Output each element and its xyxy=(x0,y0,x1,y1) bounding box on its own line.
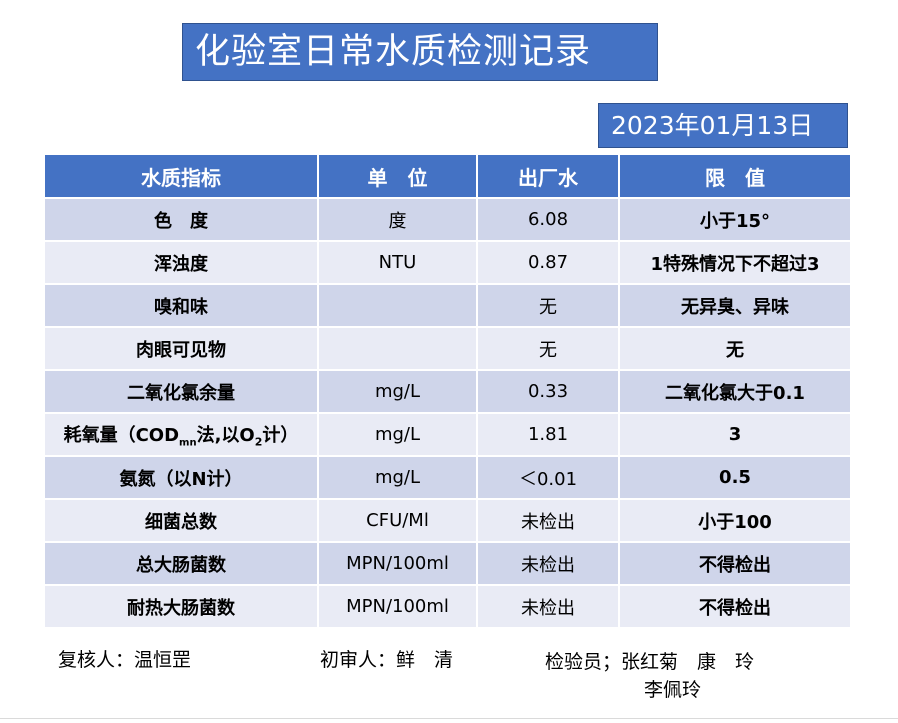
indicator-limit: 无 xyxy=(618,326,852,371)
table-row: 耗氧量（CODmn法,以O2计） mg/L 1.81 3 xyxy=(43,412,852,457)
indicator-name: 耐热大肠菌数 xyxy=(43,584,319,629)
header-outlet-water: 出厂水 xyxy=(476,153,620,199)
indicator-name: 细菌总数 xyxy=(43,498,319,543)
table-row: 氨氮（以N计） mg/L ＜0.01 0.5 xyxy=(43,455,852,500)
indicator-unit: 度 xyxy=(317,197,478,242)
indicator-value: 未检出 xyxy=(476,541,620,586)
indicator-unit: CFU/Ml xyxy=(317,498,478,543)
header-indicator: 水质指标 xyxy=(43,153,319,199)
table-header-row: 水质指标 单 位 出厂水 限 值 xyxy=(43,153,852,199)
indicator-value: 无 xyxy=(476,326,620,371)
table-row: 总大肠菌数 MPN/100ml 未检出 不得检出 xyxy=(43,541,852,586)
table-row: 肉眼可见物 无 无 xyxy=(43,326,852,371)
indicator-unit: MPN/100ml xyxy=(317,541,478,586)
record-date: 2023年01月13日 xyxy=(598,103,848,148)
indicator-name: 二氧化氯余量 xyxy=(43,369,319,414)
indicator-limit: 1特殊情况下不超过3 xyxy=(618,240,852,285)
indicator-limit: 小于100 xyxy=(618,498,852,543)
page-title: 化验室日常水质检测记录 xyxy=(182,23,658,81)
indicator-name-subscript-mn: mn xyxy=(179,437,197,449)
indicator-limit: 小于15° xyxy=(618,197,852,242)
indicator-limit: 无异臭、异味 xyxy=(618,283,852,328)
indicator-limit: 3 xyxy=(618,412,852,457)
indicator-name: 色 度 xyxy=(43,197,319,242)
indicator-value: ＜0.01 xyxy=(476,455,620,500)
indicator-value: 0.87 xyxy=(476,240,620,285)
table-row: 色 度 度 6.08 小于15° xyxy=(43,197,852,242)
indicator-value: 无 xyxy=(476,283,620,328)
bottom-divider xyxy=(0,718,898,719)
indicator-name: 浑浊度 xyxy=(43,240,319,285)
indicator-limit: 二氧化氯大于0.1 xyxy=(618,369,852,414)
table-row: 细菌总数 CFU/Ml 未检出 小于100 xyxy=(43,498,852,543)
preliminary-reviewer-signature: 初审人：鲜 清 xyxy=(320,649,454,671)
indicator-name-prefix: 耗氧量（COD xyxy=(63,424,180,446)
indicator-name: 耗氧量（CODmn法,以O2计） xyxy=(43,412,319,457)
indicator-name-middle: 法,以O xyxy=(196,424,255,446)
indicator-unit: mg/L xyxy=(317,455,478,500)
reviewer-signature: 复核人：温恒罡 xyxy=(58,649,192,671)
table-row: 耐热大肠菌数 MPN/100ml 未检出 不得检出 xyxy=(43,584,852,629)
indicator-value: 1.81 xyxy=(476,412,620,457)
table-row: 二氧化氯余量 mg/L 0.33 二氧化氯大于0.1 xyxy=(43,369,852,414)
indicator-name-suffix: 计） xyxy=(262,424,299,446)
indicator-limit: 不得检出 xyxy=(618,541,852,586)
indicator-unit: NTU xyxy=(317,240,478,285)
indicator-unit: mg/L xyxy=(317,412,478,457)
inspector-signature: 检验员；张红菊 康 玲 xyxy=(545,651,755,673)
indicator-name: 嗅和味 xyxy=(43,283,319,328)
table-row: 浑浊度 NTU 0.87 1特殊情况下不超过3 xyxy=(43,240,852,285)
indicator-unit xyxy=(317,326,478,371)
header-limit: 限 值 xyxy=(618,153,852,199)
indicator-unit: mg/L xyxy=(317,369,478,414)
header-unit: 单 位 xyxy=(317,153,478,199)
indicator-name: 总大肠菌数 xyxy=(43,541,319,586)
indicator-value: 未检出 xyxy=(476,498,620,543)
indicator-value: 未检出 xyxy=(476,584,620,629)
indicator-unit: MPN/100ml xyxy=(317,584,478,629)
indicator-value: 6.08 xyxy=(476,197,620,242)
indicator-limit: 不得检出 xyxy=(618,584,852,629)
indicator-unit xyxy=(317,283,478,328)
indicator-limit: 0.5 xyxy=(618,455,852,500)
indicator-value: 0.33 xyxy=(476,369,620,414)
inspector-signature-line2: 李佩玲 xyxy=(644,679,702,701)
table-row: 嗅和味 无 无异臭、异味 xyxy=(43,283,852,328)
indicator-name-subscript-2: 2 xyxy=(254,435,263,449)
indicator-name: 氨氮（以N计） xyxy=(43,455,319,500)
water-quality-table: 水质指标 单 位 出厂水 限 值 色 度 度 6.08 小于15° 浑浊度 NT… xyxy=(43,153,852,629)
indicator-name: 肉眼可见物 xyxy=(43,326,319,371)
